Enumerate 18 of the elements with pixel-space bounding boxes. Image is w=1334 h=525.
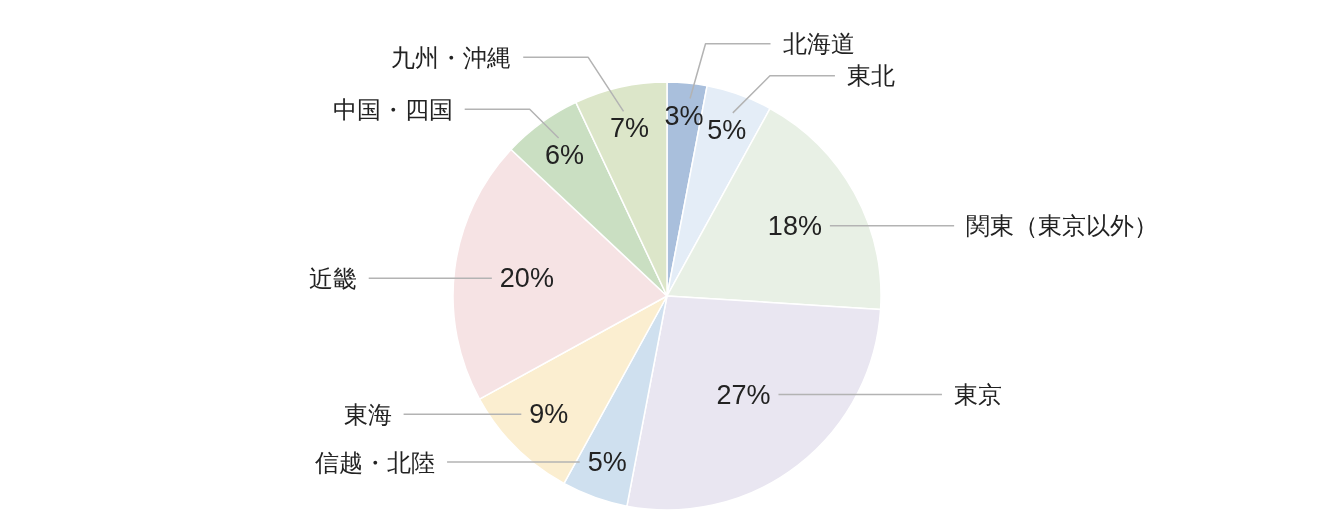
slice-label: 関東（東京以外） [966,212,1159,240]
data-label: 5% [707,114,747,145]
slice-label: 東京 [953,381,1002,409]
slice-label: 東北 [846,62,895,90]
data-label: 5% [587,447,627,478]
slice-label: 中国・四国 [332,95,453,123]
data-label: 18% [767,210,822,241]
data-label: 7% [610,113,650,144]
slice-label: 東海 [343,400,392,428]
slice-label: 九州・沖縄 [391,43,512,71]
data-label: 3% [664,100,704,131]
data-label: 20% [499,263,554,294]
data-label: 9% [529,399,569,430]
slice-label: 近畿 [308,264,357,292]
slice-label: 北海道 [782,30,855,58]
data-label: 27% [716,379,771,410]
slice-label: 信越・北陸 [315,448,436,476]
data-label: 6% [545,140,585,171]
